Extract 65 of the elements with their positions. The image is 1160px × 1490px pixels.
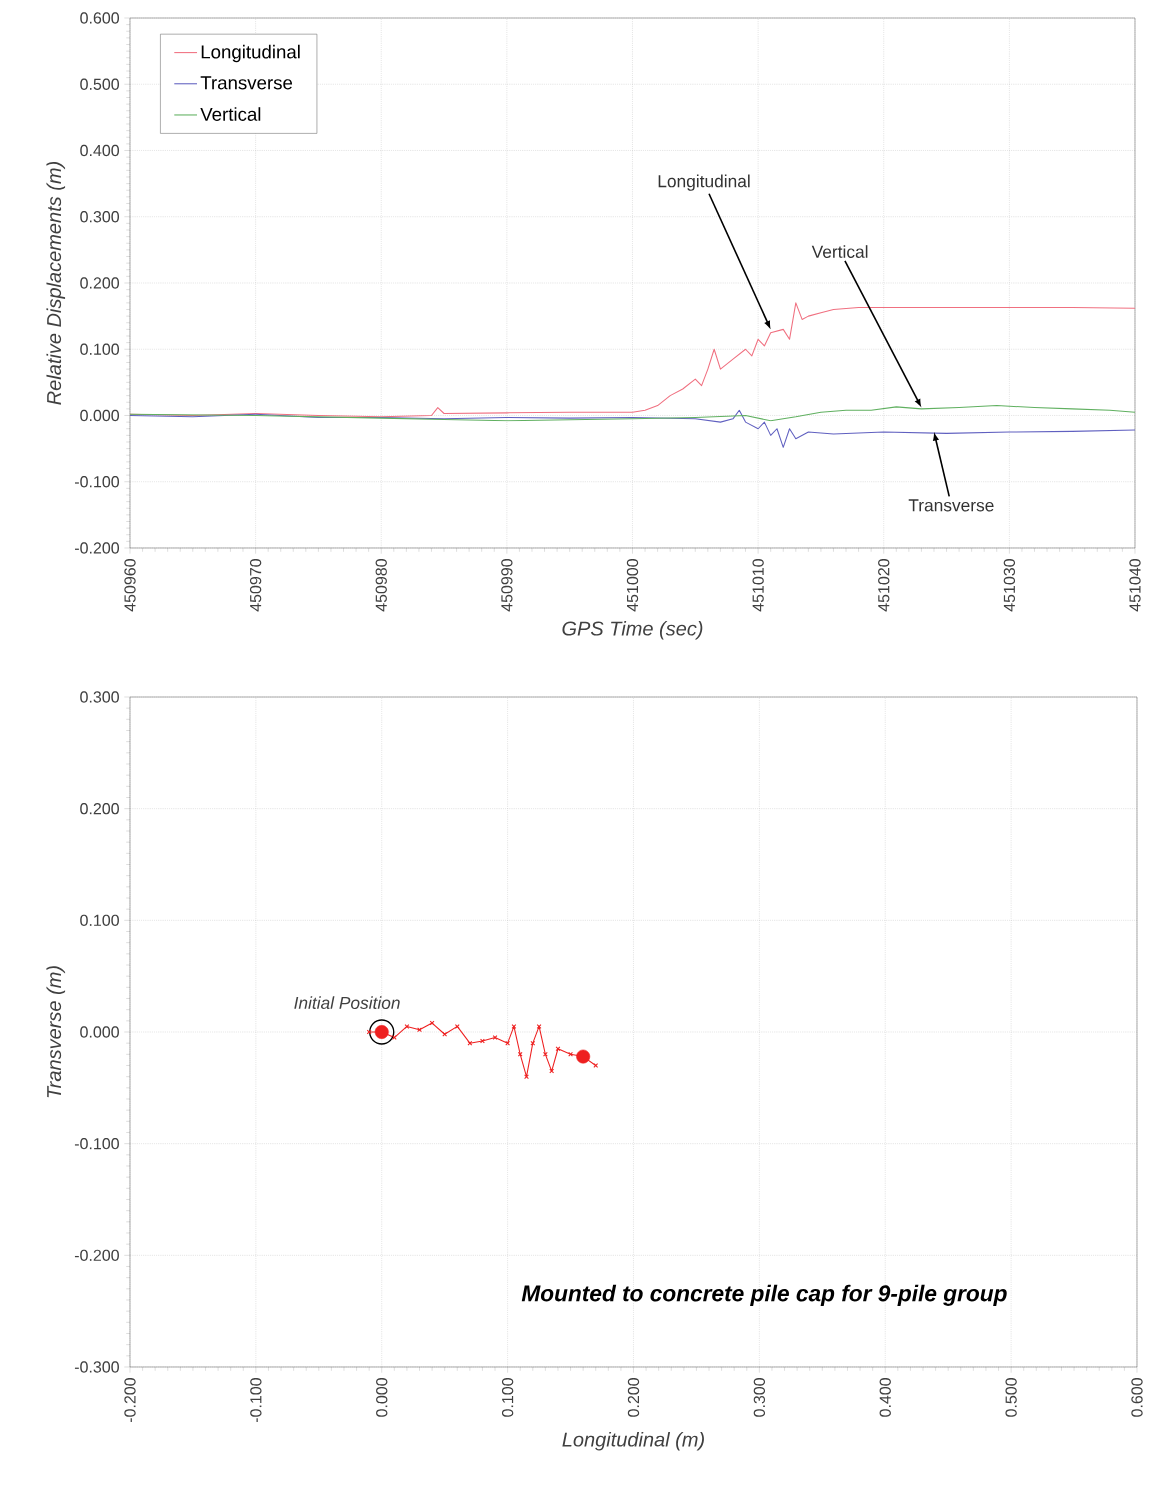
- y-tick-label: 0.100: [80, 914, 119, 926]
- y-tick-label: 0.600: [80, 12, 120, 24]
- point: [517, 1051, 523, 1057]
- point: [391, 1035, 397, 1040]
- point: [492, 1035, 498, 1040]
- annotation: Initial Position: [294, 996, 400, 1010]
- point: [429, 1020, 435, 1026]
- y-tick-label: -0.200: [75, 542, 120, 554]
- x-tick-label: 450970: [249, 559, 262, 612]
- x-tick-label: 451000: [626, 559, 639, 612]
- y-tick-label: 0.200: [80, 277, 120, 289]
- point: [576, 1049, 591, 1064]
- x-tick-label: 0.100: [501, 1378, 514, 1417]
- y-tick-label: 0.500: [80, 78, 120, 90]
- x-tick-label: 0.400: [879, 1378, 891, 1417]
- y-axis-title: Transverse (m): [46, 966, 66, 1098]
- y-tick-label: 0.100: [80, 343, 120, 355]
- x-axis-title: GPS Time (sec): [562, 620, 703, 640]
- x-axis-title: Longitudinal (m): [562, 1431, 704, 1451]
- x-tick-label: 451030: [1003, 559, 1016, 612]
- point: [555, 1046, 561, 1052]
- y-axis-title: Relative Displacements (m): [46, 162, 66, 405]
- point: [530, 1040, 536, 1046]
- legend-label: Vertical: [200, 107, 261, 121]
- y-tick-label: -0.100: [75, 476, 120, 488]
- point: [417, 1027, 422, 1033]
- x-tick-label: 450960: [124, 559, 136, 612]
- legend-label: Longitudinal: [201, 44, 300, 63]
- x-tick-label: 450990: [501, 559, 513, 612]
- y-tick-label: -0.200: [74, 1249, 119, 1261]
- x-tick-label: 0.200: [627, 1378, 640, 1417]
- y-tick-label: 0.400: [80, 144, 120, 157]
- x-tick-label: 0.000: [376, 1378, 388, 1417]
- x-tick-label: -0.100: [250, 1378, 262, 1423]
- point: [467, 1040, 473, 1046]
- annotation: Vertical: [811, 245, 868, 258]
- x-tick-label: 451020: [878, 559, 890, 612]
- annotation: Longitudinal: [658, 174, 750, 191]
- point: [442, 1031, 448, 1037]
- y-tick-label: 0.300: [80, 691, 119, 703]
- point: [542, 1051, 548, 1057]
- point: [404, 1023, 410, 1029]
- point: [480, 1038, 485, 1044]
- y-tick-label: -0.300: [74, 1361, 119, 1373]
- y-tick-label: 0.300: [80, 211, 120, 223]
- y-tick-label: -0.100: [74, 1138, 119, 1150]
- x-tick-label: 451010: [752, 559, 764, 612]
- annotation: Transverse: [908, 499, 994, 512]
- point: [505, 1040, 511, 1046]
- point: [454, 1023, 460, 1029]
- point: [536, 1023, 542, 1029]
- x-tick-label: 0.500: [1005, 1378, 1017, 1417]
- point: [511, 1023, 517, 1029]
- x-tick-label: 450980: [375, 559, 387, 612]
- y-tick-label: 0.000: [80, 409, 120, 422]
- point: [549, 1068, 555, 1074]
- x-tick-label: 0.300: [753, 1378, 766, 1417]
- y-tick-label: 0.000: [80, 1026, 119, 1038]
- x-tick-label: 0.600: [1131, 1378, 1143, 1417]
- x-tick-label: 451040: [1129, 559, 1141, 612]
- y-tick-label: 0.200: [80, 803, 119, 815]
- point: [524, 1074, 529, 1080]
- annotation: Mounted to concrete pile cap for 9-pile group: [521, 1284, 1007, 1306]
- legend-label: Transverse: [200, 76, 293, 90]
- point: [568, 1051, 573, 1057]
